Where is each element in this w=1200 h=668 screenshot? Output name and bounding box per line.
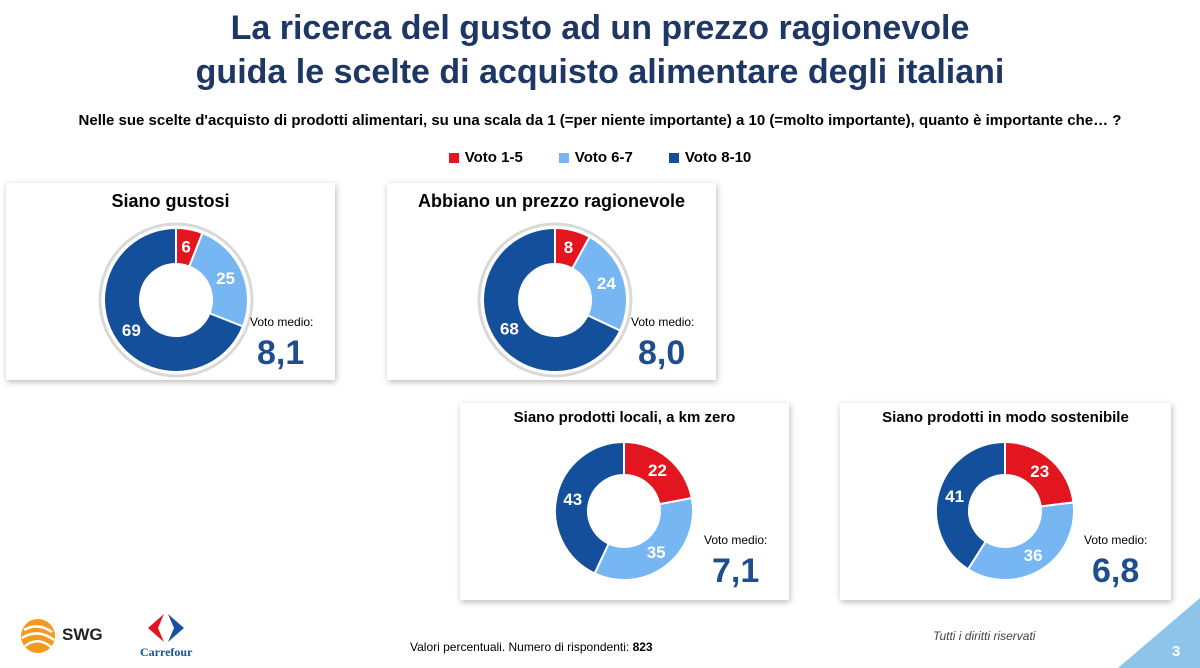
data-label: 43 <box>563 490 582 509</box>
chart-title: Siano prodotti in modo sostenibile <box>882 409 1129 426</box>
voto-medio-label: Voto medio: <box>1084 533 1148 547</box>
chart-title: Abbiano un prezzo ragionevole <box>417 191 686 211</box>
voto-medio-label: Voto medio: <box>250 315 314 329</box>
swg-logo-text: SWG <box>62 625 103 644</box>
legend-item-voto-6-7: Voto 6-7 <box>558 149 633 166</box>
data-label: 24 <box>597 274 616 293</box>
data-label: 8 <box>564 238 573 257</box>
slice-voto-6-7 <box>570 235 628 332</box>
rights-notice: Tutti i diritti riservati <box>933 629 1036 643</box>
legend-swatch <box>668 152 679 163</box>
slice-voto-8-10 <box>482 226 622 373</box>
data-label: 69 <box>122 321 141 340</box>
donut-chart: 22 35 43 <box>554 440 694 581</box>
data-label: 36 <box>1024 546 1043 565</box>
carrefour-logo-icon <box>148 614 184 642</box>
chart-title: Siano gustosi <box>111 191 230 211</box>
voto-medio-label: Voto medio: <box>631 315 695 329</box>
page-title: La ricerca del gusto ad un prezzo ragion… <box>0 6 1200 94</box>
data-label: 35 <box>647 543 666 562</box>
voto-medio-label: Voto medio: <box>704 533 768 547</box>
swg-logo-icon <box>21 619 55 653</box>
voto-medio-value: 8,1 <box>257 334 305 372</box>
slice-voto-8-10 <box>103 226 245 373</box>
chart-title: Siano prodotti locali, a km zero <box>513 409 736 426</box>
legend-label: Voto 8-10 <box>684 149 752 166</box>
legend-item-voto-8-10: Voto 8-10 <box>668 149 752 166</box>
voto-medio-value: 8,0 <box>638 334 686 372</box>
page-number: 3 <box>1172 643 1181 660</box>
data-label: 22 <box>648 461 667 480</box>
data-label: 6 <box>181 237 190 256</box>
donut-chart: 23 36 41 <box>935 440 1075 581</box>
chart-card-gustosi: Siano gustosi 6 25 69 Voto medio: 8,1 <box>6 183 335 380</box>
legend-swatch <box>448 152 459 163</box>
data-label: 23 <box>1030 462 1049 481</box>
data-label: 68 <box>500 319 519 338</box>
carrefour-logo-text: Carrefour <box>140 645 193 659</box>
footer-note-text: Valori percentuali. Numero di rispondent… <box>410 640 633 654</box>
data-label: 25 <box>216 269 235 288</box>
legend-swatch <box>558 152 569 163</box>
page-corner-decoration <box>1118 598 1200 668</box>
voto-medio-value: 7,1 <box>712 552 760 590</box>
chart-card-prezzo: Abbiano un prezzo ragionevole 8 24 68 Voto… <box>387 183 716 380</box>
data-label: 41 <box>945 487 964 506</box>
slice-voto-8-10 <box>554 440 625 575</box>
slice-voto-6-7 <box>966 501 1075 581</box>
donut-chart: 6 25 69 <box>98 222 254 378</box>
title-line-2: guida le scelte di acquisto alimentare d… <box>195 53 1005 91</box>
slice-voto-8-10 <box>935 440 1006 571</box>
legend: Voto 1-5 Voto 6-7 Voto 8-10 <box>0 149 1200 166</box>
title-line-1: La ricerca del gusto ad un prezzo ragion… <box>230 9 970 47</box>
voto-medio-value: 6,8 <box>1092 552 1140 590</box>
footer-note: Valori percentuali. Numero di rispondent… <box>410 640 653 654</box>
legend-label: Voto 6-7 <box>574 149 633 166</box>
slice-voto-6-7 <box>593 496 694 581</box>
respondents-count: 823 <box>632 640 653 654</box>
legend-item-voto-1-5: Voto 1-5 <box>448 149 523 166</box>
chart-card-locali: Siano prodotti locali, a km zero 22 35 43 … <box>460 403 789 600</box>
survey-question: Nelle sue scelte d'acquisto di prodotti … <box>78 112 1122 129</box>
legend-label: Voto 1-5 <box>464 149 523 166</box>
chart-card-sostenibile: Siano prodotti in modo sostenibile 23 36 4… <box>840 403 1171 600</box>
donut-chart: 8 24 68 <box>477 222 633 378</box>
